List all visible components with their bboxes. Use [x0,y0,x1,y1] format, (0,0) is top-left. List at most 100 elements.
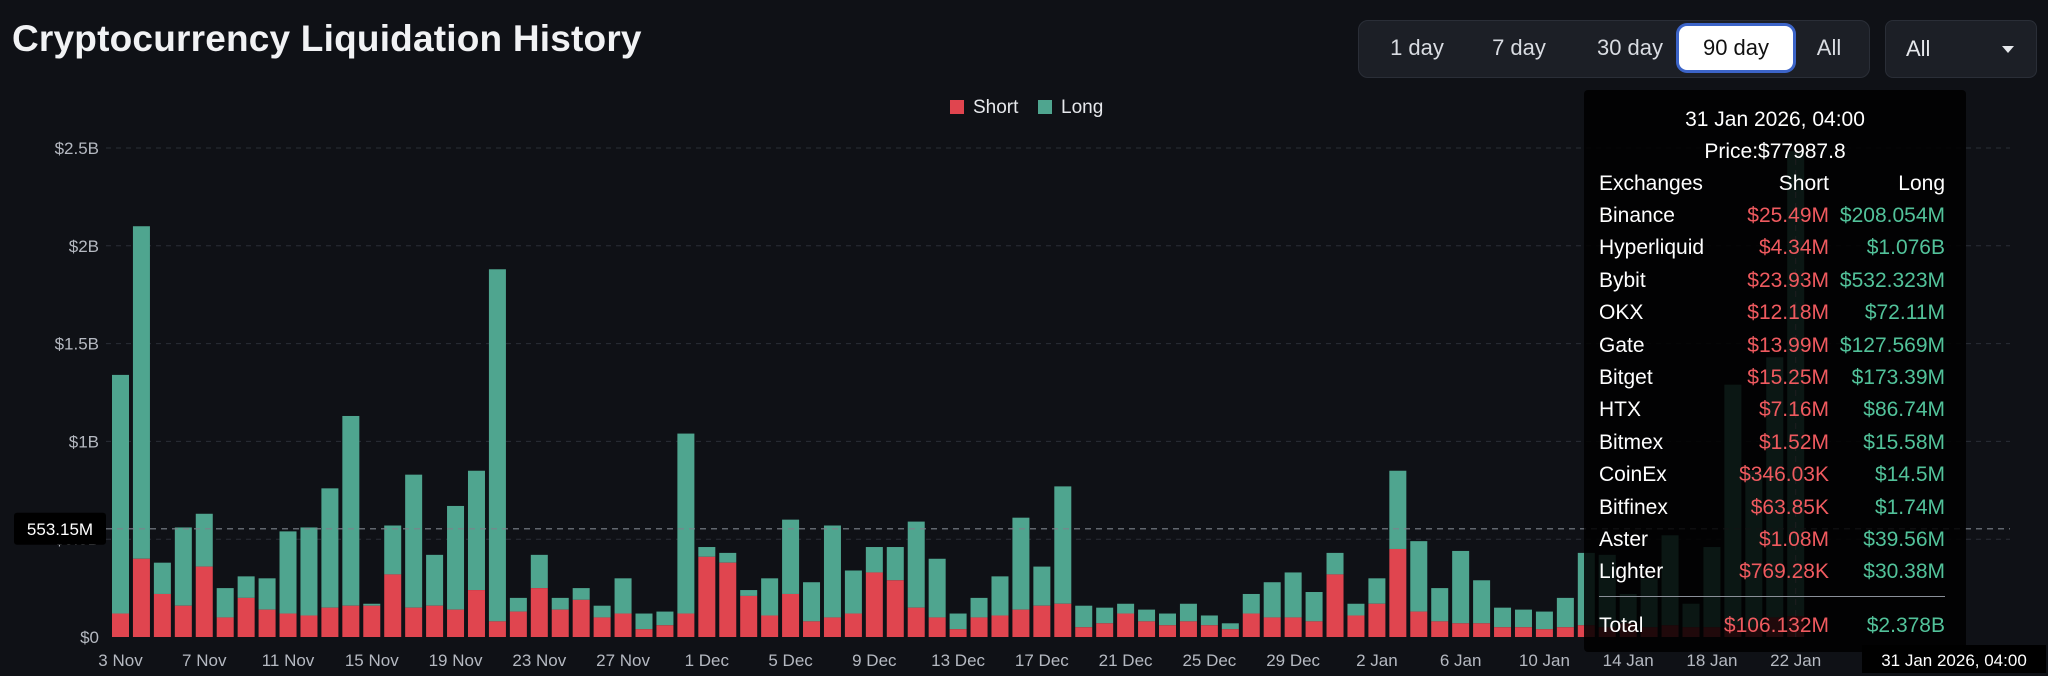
bar-short[interactable] [195,566,213,637]
bar-long[interactable] [886,547,904,581]
bar-short[interactable] [698,556,716,637]
bar-short[interactable] [928,617,946,637]
bar-short[interactable] [405,607,423,637]
bar-long[interactable] [1138,609,1156,622]
range-all-button[interactable]: All [1816,35,1842,60]
legend-short-label[interactable]: Short [973,97,1019,118]
bar-long[interactable] [677,433,695,614]
range-1-day-button[interactable]: 1 day [1390,35,1444,60]
bar-short[interactable] [970,617,988,637]
bar-short[interactable] [991,615,1009,637]
bar-long[interactable] [719,552,737,563]
bar-long[interactable] [153,562,171,594]
bar-short[interactable] [1326,574,1344,637]
bar-long[interactable] [1514,609,1532,628]
bar-long[interactable] [698,547,716,557]
bar-long[interactable] [551,597,569,610]
bar-long[interactable] [844,570,862,614]
bar-long[interactable] [279,531,297,614]
range-30-day-button[interactable]: 30 day [1596,35,1664,60]
bar-short[interactable] [216,617,234,637]
bar-long[interactable] [614,578,632,614]
bar-short[interactable] [1033,605,1051,637]
bar-long[interactable] [1535,611,1553,630]
bar-short[interactable] [530,588,548,637]
bar-short[interactable] [844,613,862,637]
bar-long[interactable] [1054,486,1072,604]
bar-long[interactable] [949,613,967,630]
bar-short[interactable] [279,613,297,637]
bar-short[interactable] [1535,629,1553,637]
bar-short[interactable] [1305,621,1323,637]
bar-short[interactable] [886,580,904,637]
bar-long[interactable] [426,554,444,606]
bar-short[interactable] [1221,629,1239,637]
bar-long[interactable] [488,269,506,622]
bar-short[interactable] [823,617,841,637]
bar-short[interactable] [447,609,465,637]
bar-short[interactable] [1075,627,1093,637]
bar-short[interactable] [342,605,360,637]
bar-short[interactable] [782,593,800,637]
bar-short[interactable] [1368,603,1386,637]
bar-long[interactable] [1494,607,1512,628]
bar-long[interactable] [1096,607,1114,624]
bar-short[interactable] [1200,625,1218,637]
bar-short[interactable] [321,607,339,637]
bar-short[interactable] [153,593,171,637]
bar-long[interactable] [865,547,883,573]
bar-long[interactable] [1242,593,1260,614]
bar-short[interactable] [258,609,276,637]
bar-long[interactable] [237,576,255,598]
bar-long[interactable] [447,505,465,610]
bar-long[interactable] [782,519,800,594]
bar-long[interactable] [740,590,758,596]
bar-long[interactable] [321,488,339,608]
bar-short[interactable] [1431,621,1449,637]
bar-short[interactable] [719,562,737,637]
bar-long[interactable] [1012,517,1030,610]
bar-long[interactable] [1389,470,1407,549]
bar-long[interactable] [1075,605,1093,628]
bar-long[interactable] [405,474,423,608]
bar-long[interactable] [1200,615,1218,626]
bar-short[interactable] [677,613,695,637]
bar-short[interactable] [1054,603,1072,637]
bar-long[interactable] [174,527,192,606]
range-90-day-button[interactable]: 90 day [1679,26,1793,70]
bar-long[interactable] [467,470,485,591]
bar-long[interactable] [1117,603,1135,614]
bar-long[interactable] [991,576,1009,616]
bar-short[interactable] [300,615,318,637]
bar-short[interactable] [1263,617,1281,637]
bar-short[interactable] [656,625,674,637]
bar-long[interactable] [195,513,213,567]
bar-short[interactable] [1514,627,1532,637]
bar-short[interactable] [803,621,821,637]
bar-long[interactable] [509,597,527,612]
bar-long[interactable] [1305,592,1323,622]
bar-short[interactable] [1473,623,1491,637]
bar-short[interactable] [865,572,883,637]
bar-long[interactable] [761,578,779,616]
bar-short[interactable] [635,629,653,637]
bar-short[interactable] [761,615,779,637]
bar-short[interactable] [1452,623,1470,637]
bar-short[interactable] [949,629,967,637]
bar-long[interactable] [593,605,611,618]
bar-long[interactable] [530,554,548,589]
bar-long[interactable] [1368,578,1386,604]
bar-long[interactable] [970,597,988,618]
bar-long[interactable] [216,588,234,618]
bar-short[interactable] [593,617,611,637]
bar-long[interactable] [1556,597,1574,628]
bar-short[interactable] [174,605,192,637]
bar-short[interactable] [426,605,444,637]
bar-short[interactable] [740,595,758,637]
bar-short[interactable] [572,599,590,637]
bar-short[interactable] [1242,613,1260,637]
bar-short[interactable] [467,590,485,637]
bar-short[interactable] [1494,627,1512,637]
bar-short[interactable] [509,611,527,637]
bar-long[interactable] [300,527,318,616]
